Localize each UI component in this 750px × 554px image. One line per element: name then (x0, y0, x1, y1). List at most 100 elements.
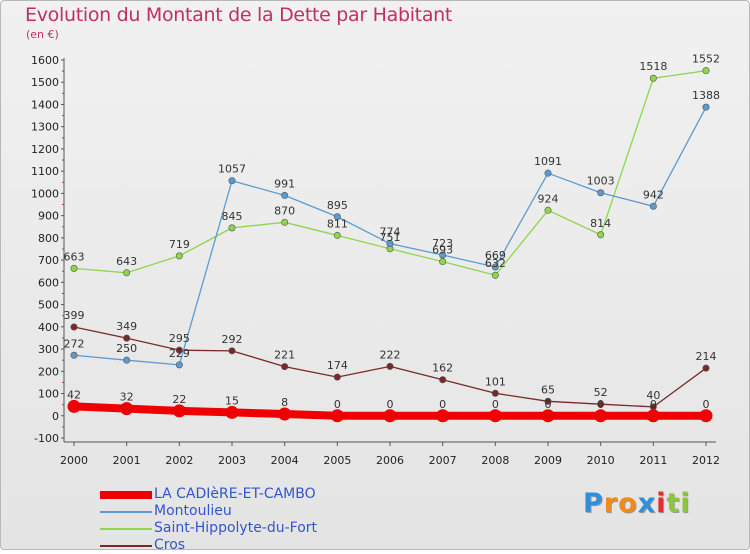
data-point (278, 407, 292, 421)
data-point (70, 351, 78, 359)
data-point (491, 263, 499, 271)
series-2 (70, 67, 710, 279)
data-label: 229 (169, 347, 190, 360)
y-tick-label: 200 (38, 365, 59, 378)
legend-swatch (100, 545, 152, 547)
data-label: 1518 (639, 60, 667, 73)
x-tick-label: 2011 (639, 454, 667, 467)
chart-unit: (en €) (26, 28, 59, 41)
logo-letter: i (680, 488, 691, 519)
data-label: 814 (590, 217, 611, 230)
data-label: 870 (274, 204, 295, 217)
data-point (383, 409, 397, 423)
data-label: 0 (439, 398, 446, 411)
data-label: 8 (281, 396, 288, 409)
data-label: 774 (380, 226, 401, 239)
data-point (175, 361, 183, 369)
x-tick-label: 2009 (534, 454, 562, 467)
data-label: 399 (64, 309, 85, 322)
data-point (70, 264, 78, 272)
data-point (225, 405, 239, 419)
logo-letter: r (603, 488, 619, 519)
data-label: 174 (327, 359, 348, 372)
data-label: 162 (432, 362, 453, 375)
data-label: 52 (594, 386, 608, 399)
x-tick-label: 2010 (587, 454, 615, 467)
y-tick-label: 1000 (31, 187, 59, 200)
series-0 (67, 399, 713, 423)
data-point (439, 251, 447, 259)
data-point (70, 323, 78, 331)
data-point (330, 409, 344, 423)
series-3 (70, 323, 710, 411)
data-label: 15 (225, 394, 239, 407)
data-point (67, 399, 81, 413)
data-point (439, 376, 447, 384)
data-point (649, 74, 657, 82)
data-label: 663 (64, 250, 85, 263)
data-point (646, 409, 660, 423)
data-point (699, 409, 713, 423)
y-tick-label: 100 (38, 388, 59, 401)
data-point (702, 103, 710, 111)
data-point (333, 373, 341, 381)
data-point (386, 240, 394, 248)
data-point (281, 363, 289, 371)
data-label: 1003 (587, 175, 615, 188)
logo-letter: i (656, 488, 667, 519)
chart-title: Evolution du Montant de la Dette par Hab… (25, 4, 453, 26)
logo-letter: x (637, 488, 657, 519)
y-tick-label: 400 (38, 321, 59, 334)
y-tick-label: 800 (38, 232, 59, 245)
data-label: 895 (327, 199, 348, 212)
y-tick-label: 1500 (31, 76, 59, 89)
data-point (702, 364, 710, 372)
data-point (228, 177, 236, 185)
data-label: 1552 (692, 53, 720, 66)
data-label: 811 (327, 217, 348, 230)
data-label: 0 (597, 398, 604, 411)
data-label: 0 (334, 398, 341, 411)
data-point (281, 218, 289, 226)
data-label: 65 (541, 383, 555, 396)
data-point (175, 252, 183, 260)
data-point (488, 409, 502, 423)
legend-label: LA CADIèRE-ET-CAMBO (154, 486, 316, 502)
data-label: 991 (274, 177, 295, 190)
y-tick-label: 1100 (31, 165, 59, 178)
x-tick-label: 2002 (165, 454, 193, 467)
data-label: 845 (222, 210, 243, 223)
y-tick-label: 1600 (31, 54, 59, 67)
data-label: 22 (172, 393, 186, 406)
data-label: 101 (485, 375, 506, 388)
data-label: 924 (538, 192, 559, 205)
data-point (594, 409, 608, 423)
data-point (649, 202, 657, 210)
data-point (544, 169, 552, 177)
data-label: 0 (650, 398, 657, 411)
data-label: 272 (64, 337, 85, 350)
data-point (172, 404, 186, 418)
y-tick-label: 1400 (31, 98, 59, 111)
data-label: 1091 (534, 155, 562, 168)
data-label: 250 (116, 342, 137, 355)
data-label: 751 (380, 231, 401, 244)
data-label: 1057 (218, 163, 246, 176)
data-point (333, 213, 341, 221)
data-label: 32 (120, 391, 134, 404)
data-label: 719 (169, 238, 190, 251)
data-point (123, 356, 131, 364)
data-label: 942 (643, 188, 664, 201)
data-point (439, 258, 447, 266)
y-tick-label: 900 (38, 210, 59, 223)
y-tick-label: 700 (38, 254, 59, 267)
legend-label: Saint-Hippolyte-du-Fort (154, 520, 318, 536)
data-label: 214 (696, 350, 717, 363)
data-label: 632 (485, 257, 506, 270)
y-tick-label: 600 (38, 276, 59, 289)
data-point (597, 231, 605, 239)
legend-swatch (100, 528, 152, 530)
y-tick-label: -100 (34, 432, 59, 445)
data-point (120, 402, 134, 416)
